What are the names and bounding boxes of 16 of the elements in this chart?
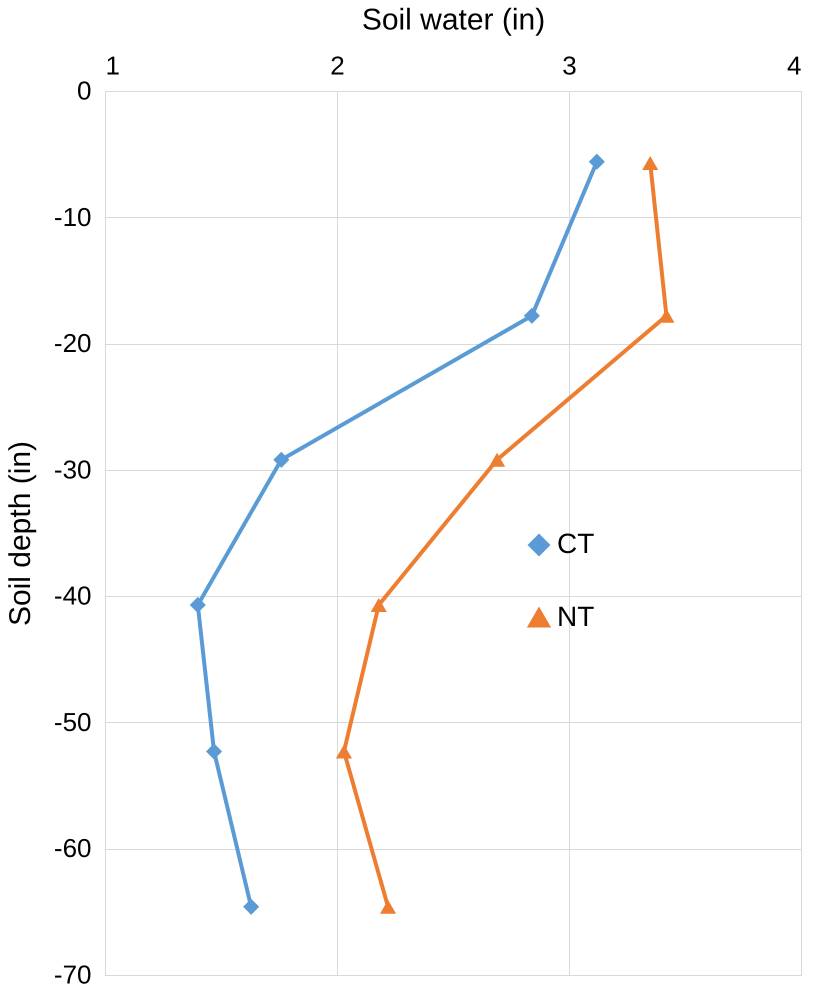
x-tick-label: 2 [330,50,345,80]
legend-label: CT [557,528,594,559]
x-tick-label: 3 [562,50,577,80]
y-tick-label: -50 [54,706,92,737]
y-tick-label: -60 [54,833,92,864]
y-tick-label: -20 [54,328,92,358]
x-tick-label: 4 [787,50,802,80]
legend-label: NT [557,601,594,632]
y-tick-label: -10 [54,202,92,232]
y-tick-label: -40 [54,580,92,611]
y-tick-label: 0 [77,76,92,106]
y-tick-label: -70 [54,960,92,990]
y-axis-title: Soil depth (in) [4,440,37,626]
x-axis-title: Soil water (in) [362,4,546,36]
y-tick-label: -30 [54,454,92,484]
x-tick-label: 1 [106,50,120,80]
